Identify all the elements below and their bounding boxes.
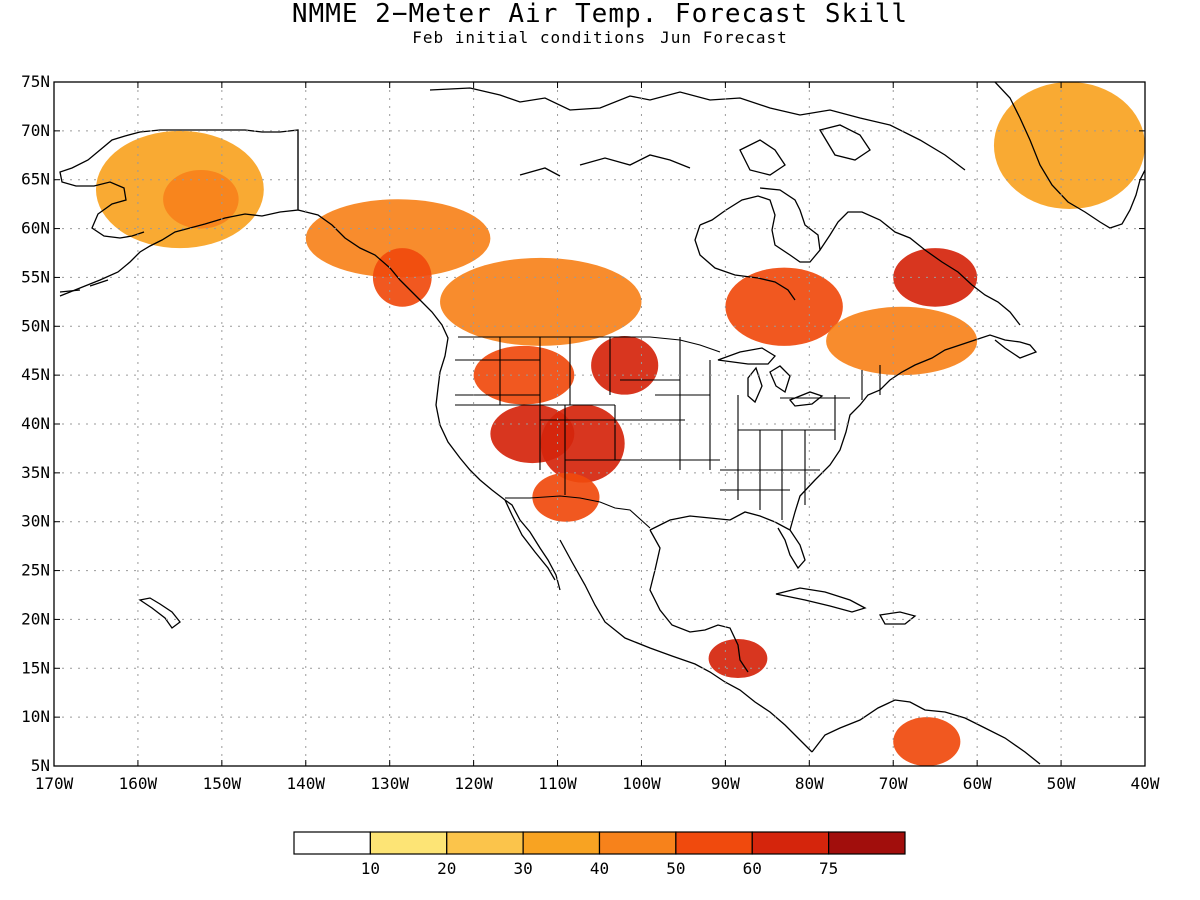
- skill-region-10: [532, 472, 600, 522]
- lat-label: 20N: [21, 609, 50, 628]
- lat-label: 35N: [21, 463, 50, 482]
- lon-label: 50W: [1047, 774, 1076, 793]
- coastline-mexico-west: [559, 539, 813, 753]
- legend-label: 30: [513, 859, 532, 878]
- lat-label: 5N: [31, 756, 50, 775]
- coastline-labrador: [819, 211, 1021, 326]
- hispaniola: [878, 611, 917, 625]
- legend-swatch: [675, 831, 753, 855]
- lon-label: 170W: [35, 774, 74, 793]
- legend-label: 75: [819, 859, 838, 878]
- subtitle-forecast: Jun Forecast: [660, 28, 788, 47]
- lon-label: 70W: [879, 774, 908, 793]
- skill-region-13: [826, 306, 978, 376]
- coastline-alaska: [59, 129, 299, 297]
- skill-region-9: [591, 336, 659, 395]
- lon-label: 120W: [454, 774, 493, 793]
- lat-label: 45N: [21, 365, 50, 384]
- lon-label: 90W: [711, 774, 740, 793]
- coastline-aleutians: [59, 279, 109, 293]
- skill-region-2: [163, 169, 239, 229]
- skill-region-16: [993, 82, 1145, 210]
- lon-label: 140W: [287, 774, 326, 793]
- skill-shading: [95, 82, 1145, 766]
- lon-label: 130W: [370, 774, 409, 793]
- coastline-south-america: [811, 699, 1041, 765]
- lat-label: 70N: [21, 121, 50, 140]
- color-legend: 10 20 30 40 50 60 75: [293, 831, 906, 878]
- legend-label: 20: [437, 859, 456, 878]
- state-borders: [297, 130, 881, 529]
- lat-label: 75N: [21, 72, 50, 91]
- great-lakes: [717, 347, 824, 407]
- coastline-baja: [504, 499, 556, 581]
- lon-label: 160W: [119, 774, 158, 793]
- coastline-east: [789, 334, 1038, 531]
- axis-ticks: [53, 81, 1146, 767]
- skill-region-5: [440, 257, 642, 346]
- us-canada-border: [297, 130, 721, 353]
- skill-region-4: [372, 248, 432, 307]
- legend-label: 60: [743, 859, 762, 878]
- coastline-greenland: [994, 82, 1145, 229]
- coastline-west: [297, 209, 561, 591]
- coastlines: [59, 82, 1145, 765]
- legend-swatch: [522, 831, 601, 855]
- lon-label: 60W: [963, 774, 992, 793]
- legend-label: 10: [361, 859, 380, 878]
- map-subtitle: Feb initial conditions Jun Forecast: [0, 29, 1200, 47]
- latitude-labels: 75N 70N 65N 60N 55N 50N 45N 40N 35N 30N 25N 20N 15N 1…: [21, 72, 50, 775]
- coastline-arctic-islands: [429, 87, 966, 177]
- lon-label: 150W: [203, 774, 242, 793]
- lat-label: 60N: [21, 219, 50, 238]
- subtitle-initial-conditions: Feb initial conditions: [412, 28, 647, 47]
- skill-region-15: [893, 717, 961, 766]
- lon-label: 110W: [538, 774, 577, 793]
- skill-region-8: [540, 404, 625, 483]
- map-title: NMME 2−Meter Air Temp. Forecast Skill: [291, 0, 909, 29]
- legend-swatch: [369, 831, 448, 855]
- legend-swatch: [446, 831, 524, 855]
- lat-label: 40N: [21, 414, 50, 433]
- hawaii: [138, 597, 181, 629]
- skill-region-3: [305, 199, 491, 278]
- lon-label: 80W: [795, 774, 824, 793]
- lat-label: 65N: [21, 170, 50, 189]
- longitude-labels: 170W 160W 150W 140W 130W 120W 110W 100W 90W 80W 70…: [35, 774, 1160, 793]
- legend-swatch: [828, 831, 906, 855]
- lon-label: 40W: [1131, 774, 1160, 793]
- legend-swatch: [293, 831, 371, 855]
- lat-label: 15N: [21, 658, 50, 677]
- lat-label: 50N: [21, 316, 50, 335]
- cuba: [775, 587, 867, 613]
- legend-label: 50: [666, 859, 685, 878]
- gridlines: [54, 82, 1145, 766]
- lat-label: 30N: [21, 512, 50, 531]
- skill-region-14: [708, 638, 768, 679]
- legend-label: 40: [590, 859, 609, 878]
- lat-label: 55N: [21, 267, 50, 286]
- lat-label: 25N: [21, 561, 50, 580]
- skill-region-11: [725, 267, 843, 346]
- us-internal-borders: [455, 337, 881, 520]
- lon-label: 100W: [622, 774, 661, 793]
- lat-label: 10N: [21, 707, 50, 726]
- us-mexico-border: [505, 495, 651, 529]
- legend-swatch: [751, 831, 830, 855]
- legend-swatch: [598, 831, 677, 855]
- coastline-hudson-bay: [694, 187, 821, 301]
